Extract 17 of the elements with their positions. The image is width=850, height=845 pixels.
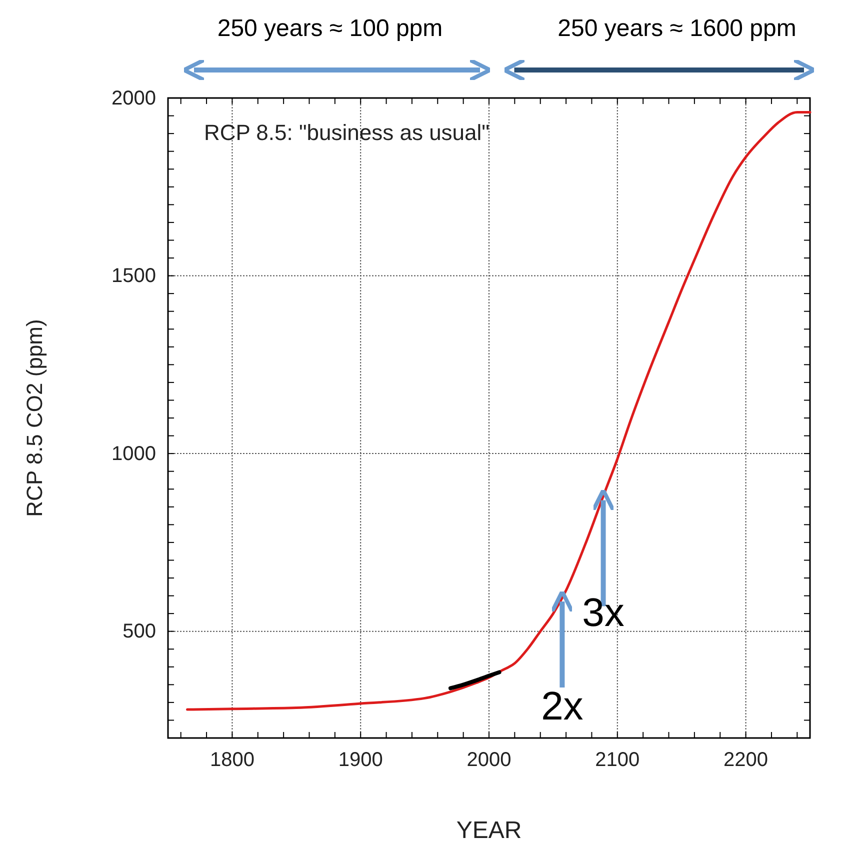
annotation: 2x	[541, 684, 584, 729]
y-tick-label: 1500	[112, 265, 156, 288]
x-tick-label: 2100	[595, 749, 640, 772]
x-tick-label: 2000	[466, 749, 512, 772]
x-tick-label: 1800	[210, 749, 254, 772]
x-axis-title: YEAR	[456, 817, 522, 844]
y-tick-label: 500	[122, 620, 156, 643]
x-tick-label: 1900	[338, 749, 383, 772]
x-tick-label: 2200	[724, 749, 768, 772]
y-tick-label: 1000	[112, 442, 156, 465]
line-series	[448, 670, 502, 690]
y-tick-label: 2000	[112, 87, 156, 110]
text: 250 years ≈ 1600 ppm	[558, 15, 796, 42]
text: RCP 8.5: "business as usual"	[204, 120, 490, 145]
annotation: 3x	[582, 591, 624, 636]
y-axis-title: RCP 8.5 CO2 (ppm)	[22, 319, 47, 517]
text: 250 years ≈ 100 ppm	[217, 15, 443, 42]
